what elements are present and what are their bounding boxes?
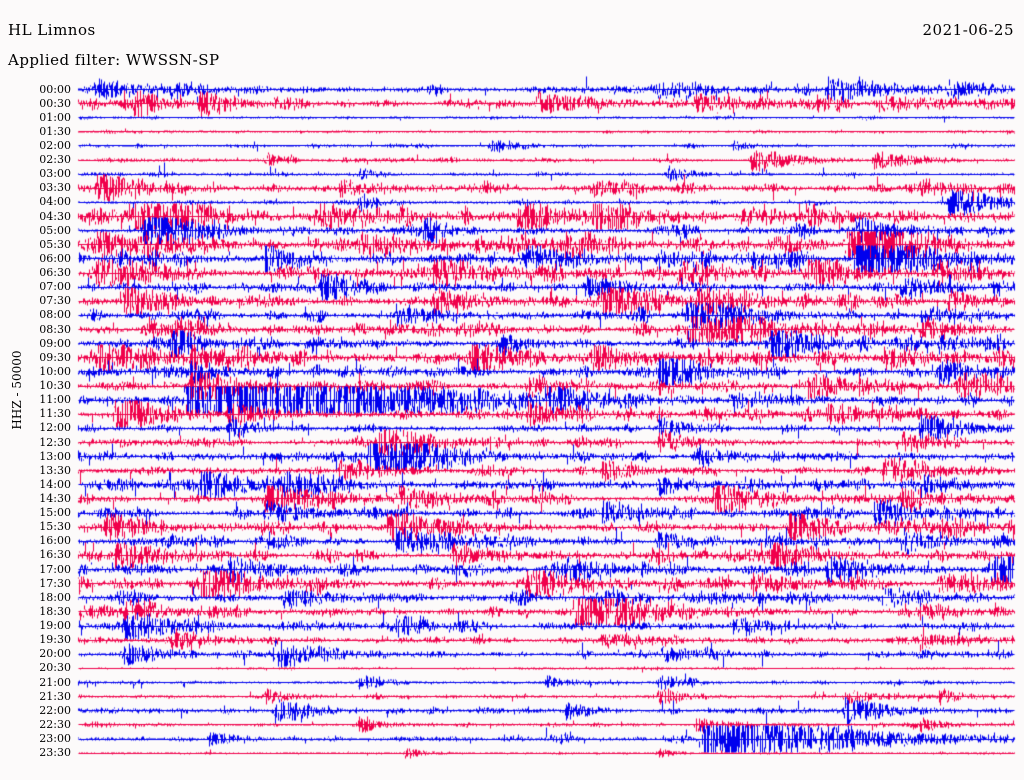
- time-label: 22:30: [39, 717, 71, 731]
- time-axis: 00:00 00:30 01:00 01:30 02:00 02:30 03:00 03:30…: [0, 0, 78, 780]
- time-label: 14:00: [39, 477, 71, 491]
- time-label: 07:30: [39, 294, 71, 308]
- time-label: 00:30: [39, 96, 71, 110]
- time-label: 09:30: [39, 350, 71, 364]
- time-label: 03:30: [39, 181, 71, 195]
- time-label: 19:30: [39, 633, 71, 647]
- time-label: 13:30: [39, 463, 71, 477]
- time-label: 11:30: [39, 407, 71, 421]
- time-label: 10:00: [39, 364, 71, 378]
- time-label: 05:00: [39, 223, 71, 237]
- time-label: 17:00: [39, 562, 71, 576]
- time-label: 10:30: [39, 379, 71, 393]
- time-label: 20:30: [39, 661, 71, 675]
- time-label: 02:30: [39, 153, 71, 167]
- time-label: 18:30: [39, 604, 71, 618]
- time-label: 21:00: [39, 675, 71, 689]
- time-label: 01:30: [39, 124, 71, 138]
- time-label: 11:00: [39, 393, 71, 407]
- time-label: 23:00: [39, 732, 71, 746]
- time-label: 15:30: [39, 520, 71, 534]
- time-label: 21:30: [39, 689, 71, 703]
- time-label: 06:30: [39, 266, 71, 280]
- time-label: 15:00: [39, 506, 71, 520]
- time-label: 20:00: [39, 647, 71, 661]
- time-label: 08:30: [39, 322, 71, 336]
- time-label: 16:00: [39, 534, 71, 548]
- time-label: 04:00: [39, 195, 71, 209]
- time-label: 02:00: [39, 138, 71, 152]
- time-label: 05:30: [39, 237, 71, 251]
- time-label: 12:00: [39, 421, 71, 435]
- time-label: 18:00: [39, 590, 71, 604]
- time-label: 23:30: [39, 746, 71, 760]
- time-label: 00:00: [39, 82, 71, 96]
- time-label: 07:00: [39, 280, 71, 294]
- time-label: 09:00: [39, 336, 71, 350]
- time-label: 06:00: [39, 251, 71, 265]
- time-label: 14:30: [39, 491, 71, 505]
- time-label: 01:00: [39, 110, 71, 124]
- time-label: 22:00: [39, 703, 71, 717]
- time-label: 13:00: [39, 449, 71, 463]
- time-label: 16:30: [39, 548, 71, 562]
- time-label: 08:00: [39, 308, 71, 322]
- time-label: 04:30: [39, 209, 71, 223]
- time-label: 12:30: [39, 435, 71, 449]
- time-label: 19:00: [39, 619, 71, 633]
- time-label: 17:30: [39, 576, 71, 590]
- time-label: 03:00: [39, 167, 71, 181]
